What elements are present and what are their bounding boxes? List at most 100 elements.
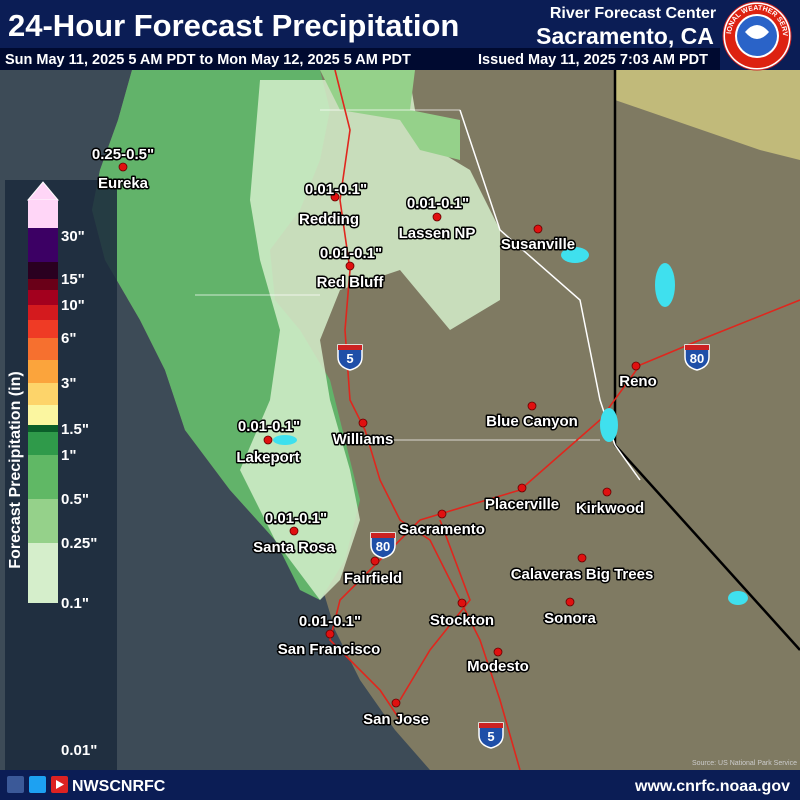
legend-label: 15": [61, 271, 85, 288]
legend-label: 1": [61, 447, 76, 464]
legend-swatch: [28, 360, 58, 383]
amount-label: 0.01-0.1": [305, 181, 367, 198]
city-dot: [493, 647, 503, 657]
highway-number: 5: [487, 729, 494, 744]
lake: [728, 591, 748, 605]
city-dot: [533, 224, 543, 234]
title: 24-Hour Forecast Precipitation: [8, 8, 459, 43]
legend-label: 0.25": [61, 535, 97, 552]
city-label: Placerville: [485, 496, 559, 513]
highway-shield: [478, 722, 504, 749]
precip-area: [320, 70, 460, 160]
legend-label: 6": [61, 330, 76, 347]
shield-top: [371, 533, 395, 538]
city-dot: [330, 192, 340, 202]
legend-label: 3": [61, 375, 76, 392]
shield-top: [479, 723, 503, 728]
lake: [655, 263, 675, 307]
twitter-icon[interactable]: [29, 776, 46, 793]
city-dot: [345, 261, 355, 271]
amount-label: 0.01-0.1": [407, 195, 469, 212]
amount-label: 0.01-0.1": [320, 245, 382, 262]
legend-swatch: [28, 405, 58, 425]
city-label: Lassen NP: [399, 225, 476, 242]
city-label: Susanville: [501, 236, 575, 253]
city-label: Lakeport: [236, 449, 299, 466]
legend-label: 0.1": [61, 595, 89, 612]
city-label: Reno: [619, 373, 657, 390]
shield-top: [685, 345, 709, 350]
legend-label: 0.01": [61, 742, 97, 759]
office: Sacramento, CA: [536, 23, 714, 49]
city-dot: [527, 401, 537, 411]
city-dot: [437, 509, 447, 519]
issued: Issued May 11, 2025 7:03 AM PDT: [478, 52, 708, 68]
legend-swatch: [28, 279, 58, 290]
city-label: Williams: [333, 431, 394, 448]
legend-swatch: [28, 432, 58, 455]
city-dot: [325, 629, 335, 639]
city-dot: [370, 556, 380, 566]
city-dot: [263, 435, 273, 445]
city-label: San Francisco: [278, 641, 381, 658]
legend-swatch: [28, 200, 58, 228]
legend-panel: [5, 180, 117, 770]
lake: [600, 408, 618, 442]
legend-swatch: [28, 425, 58, 432]
amount-label: 0.01-0.1": [265, 510, 327, 527]
legend-bar: 30" 15" 10" 6" 3" 1.5" 1" 0.5" 0.25" 0.1" 0.01": [28, 200, 97, 759]
city-label: Kirkwood: [576, 500, 644, 517]
valid-period: Sun May 11, 2025 5 AM PDT to Mon May 12,…: [5, 52, 411, 68]
city-label: Santa Rosa: [253, 539, 335, 556]
highway-shield: [337, 344, 363, 371]
city-label: San Jose: [363, 711, 429, 728]
amount-label: 0.25-0.5": [92, 146, 154, 163]
city-dot: [289, 526, 299, 536]
city-dot: [577, 553, 587, 563]
city-label: Sonora: [544, 610, 596, 627]
city-label: Red Bluff: [317, 274, 385, 291]
city-dot: [602, 487, 612, 497]
city-dot: [118, 162, 128, 172]
highway-number: 80: [376, 539, 390, 554]
legend-swatch: [28, 290, 58, 305]
legend-swatch: [28, 383, 58, 405]
amount-label: 0.01-0.1": [299, 613, 361, 630]
legend-swatch: [28, 338, 58, 360]
legend-swatch: [28, 543, 58, 603]
city-label: Eureka: [98, 175, 149, 192]
youtube-play: [56, 780, 64, 789]
legend-label: 0.5": [61, 491, 89, 508]
lake: [561, 247, 589, 263]
highway-shield: [370, 532, 396, 559]
rfc-border: [459, 109, 641, 481]
city-dot: [391, 698, 401, 708]
legend-label: 10": [61, 297, 85, 314]
city-dot: [517, 483, 527, 493]
legend-swatch: [28, 320, 58, 338]
city-dot: [358, 418, 368, 428]
legend-swatch: [28, 305, 58, 320]
footer-handle[interactable]: NWSCNRFC: [72, 778, 166, 795]
city-dot: [457, 598, 467, 608]
city-label: Fairfield: [344, 570, 402, 587]
legend-title: Forecast Precipitation (in): [7, 371, 24, 568]
city-dot: [565, 597, 575, 607]
highway-number: 5: [346, 351, 353, 366]
lake: [273, 435, 297, 445]
city-label: Redding: [299, 211, 359, 228]
footer-bar: [0, 770, 800, 800]
legend-swatch: [28, 228, 58, 262]
facebook-icon[interactable]: [7, 776, 24, 793]
legend-label: 1.5": [61, 421, 89, 438]
legend-swatch: [28, 455, 58, 499]
legend-swatch: [28, 499, 58, 543]
county-line: [195, 109, 600, 441]
center: River Forecast Center: [550, 5, 716, 22]
footer-url[interactable]: www.cnrfc.noaa.gov: [634, 778, 790, 795]
highway: [329, 69, 800, 771]
shield-top: [338, 345, 362, 350]
legend-label: 30": [61, 228, 85, 245]
